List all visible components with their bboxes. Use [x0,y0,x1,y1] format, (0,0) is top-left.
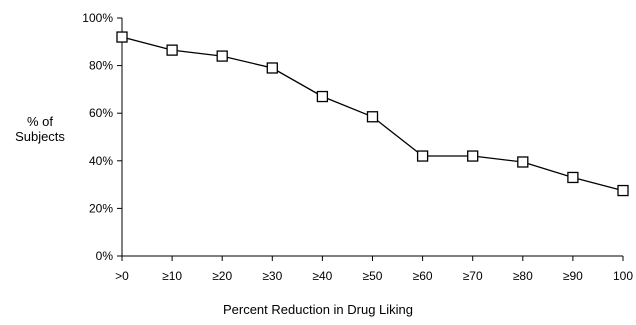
y-axis-label-line-2: Subjects [15,129,65,144]
data-point [416,150,429,162]
data-point [617,184,629,197]
x-tick-label: >0 [115,269,129,283]
x-tick-label: ≥10 [162,269,182,283]
data-point [517,156,529,168]
series [116,31,629,197]
x-tick-label: ≥60 [413,269,433,283]
x-tick-label: ≥50 [363,269,383,283]
x-tick-label: 100 [613,269,633,283]
data-point [166,44,178,56]
y-tick-label: 0% [96,249,114,263]
data-point [266,62,278,74]
x-tick-label: ≥40 [312,269,332,283]
data-point [567,171,579,184]
y-tick-label: 20% [89,201,113,215]
y-tick-label: 80% [89,59,113,73]
x-tick-label: ≥30 [262,269,282,283]
x-ticks: >0 ≥10 ≥20 ≥30 ≥40 ≥50 ≥60 ≥70 ≥80 ≥90 100 [115,256,633,283]
y-tick-label: 100% [82,11,113,25]
x-tick-label: ≥20 [212,269,232,283]
data-point [467,150,479,162]
x-tick-label: ≥80 [513,269,533,283]
y-tick-label: 60% [89,106,113,120]
data-point [316,90,329,103]
y-axis-label-line-1: % of [26,114,53,129]
x-tick-label: ≥90 [563,269,583,283]
y-ticks: 0% 20% 40% 60% 80% 100% [82,11,122,263]
x-axis-label: Percent Reduction in Drug Liking [222,302,414,317]
data-point [366,111,379,123]
y-axis-label: % of Subjects [0,114,80,144]
data-point [216,50,228,62]
y-tick-label: 40% [89,154,113,168]
data-point [116,31,128,43]
x-tick-label: ≥70 [463,269,483,283]
